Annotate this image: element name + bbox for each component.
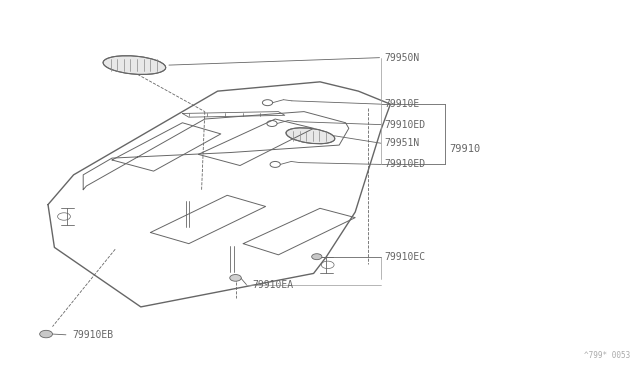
Circle shape <box>40 330 52 338</box>
Circle shape <box>312 254 322 260</box>
Ellipse shape <box>286 128 335 144</box>
Text: 79910E: 79910E <box>384 99 419 109</box>
Text: ^799* 0053: ^799* 0053 <box>584 351 630 360</box>
Text: 79910ED: 79910ED <box>384 160 425 169</box>
Text: 79950N: 79950N <box>384 53 419 62</box>
Text: 79910EC: 79910EC <box>384 252 425 262</box>
Text: 79951N: 79951N <box>384 138 419 148</box>
Text: 79910EA: 79910EA <box>253 280 294 289</box>
Text: 79910EB: 79910EB <box>72 330 113 340</box>
Ellipse shape <box>103 56 166 74</box>
Text: 79910: 79910 <box>449 144 481 154</box>
Text: 79910ED: 79910ED <box>384 120 425 129</box>
Circle shape <box>230 275 241 281</box>
